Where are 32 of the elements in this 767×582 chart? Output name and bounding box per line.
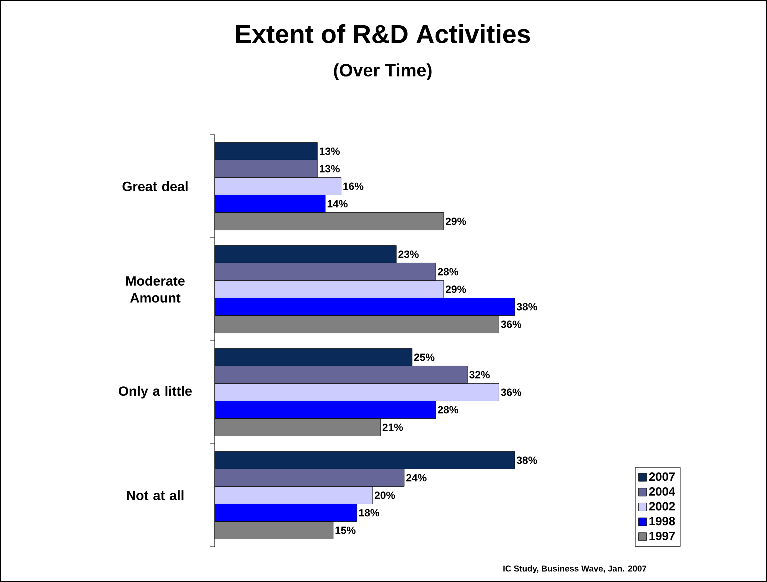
chart-subtitle: (Over Time) bbox=[334, 64, 432, 80]
chart-title: Extent of R&D Activities bbox=[236, 24, 530, 44]
legend-label: 2007 bbox=[649, 472, 676, 482]
data-label: 18% bbox=[359, 509, 380, 517]
data-label: 23% bbox=[398, 250, 419, 258]
text: IC Study, Business Wave, Jan. 2007 bbox=[504, 566, 647, 574]
data-label: 36% bbox=[501, 320, 522, 328]
data-label: 13% bbox=[320, 165, 340, 173]
data-label: 24% bbox=[406, 474, 427, 482]
y-tick-label: Only a little bbox=[119, 386, 192, 399]
y-tick-label: Moderate Amount bbox=[126, 276, 185, 303]
data-label: 28% bbox=[438, 406, 458, 414]
y-tick-label: Not at all bbox=[127, 490, 184, 500]
data-label: 20% bbox=[374, 492, 396, 500]
legend-label: 1997 bbox=[650, 532, 676, 540]
legend-label: 1998 bbox=[650, 517, 676, 526]
data-label: 38% bbox=[516, 456, 538, 464]
y-tick-label: Great deal bbox=[122, 182, 188, 192]
data-label: 21% bbox=[382, 424, 404, 432]
data-label: 38% bbox=[516, 303, 538, 311]
data-label: 13% bbox=[320, 148, 340, 156]
data-label: 16% bbox=[344, 182, 364, 190]
data-label: 15% bbox=[336, 526, 356, 534]
data-label: 29% bbox=[446, 286, 466, 294]
data-label: 28% bbox=[438, 268, 458, 276]
legend-label: 2004 bbox=[649, 487, 676, 496]
data-label: 25% bbox=[414, 354, 435, 362]
data-label: 36% bbox=[501, 388, 522, 396]
data-label: 14% bbox=[328, 200, 348, 208]
data-label: 29% bbox=[446, 218, 466, 226]
legend-label: 2002 bbox=[649, 502, 676, 511]
data-label: 32% bbox=[470, 371, 490, 379]
